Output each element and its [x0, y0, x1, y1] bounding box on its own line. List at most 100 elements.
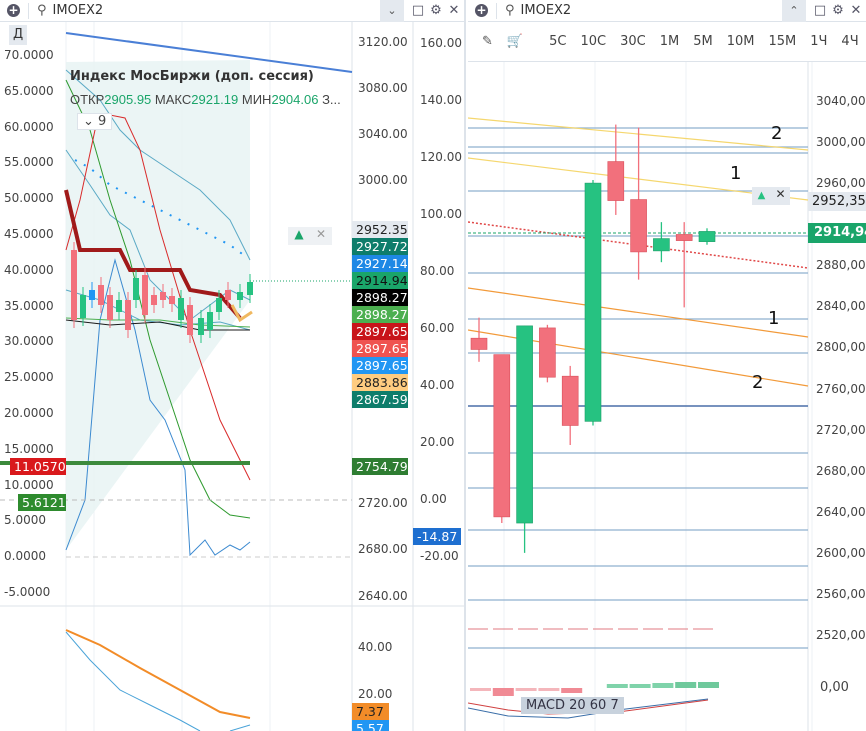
candle-body: [89, 290, 95, 300]
macd-histogram-bar: [470, 688, 491, 691]
macd-histogram-bar: [538, 688, 560, 691]
timeframe-list: 5С10С30С1М5М10М15М1Ч4ЧД: [537, 34, 866, 49]
price-axis-label: 2840,00: [816, 299, 866, 314]
price-axis-label: 2760,00: [816, 381, 866, 396]
right-header: + ⚲ IMOEX2 ⌃ □ ⚙ ✕: [468, 0, 866, 22]
osc-axis-label: 45.0000: [4, 227, 54, 241]
price-badge: 2898.27: [352, 289, 408, 306]
square-icon[interactable]: □: [411, 3, 425, 18]
close-icon[interactable]: ✕: [775, 187, 786, 201]
open-label: ОТКР: [70, 92, 105, 107]
candle-body: [178, 298, 184, 320]
lower-axis-label: 40.00: [358, 640, 393, 654]
chevron-down-icon[interactable]: ⌄: [380, 0, 404, 22]
macd-histogram-bar: [515, 688, 537, 691]
price-badge: 2897.65: [352, 323, 408, 340]
candle-body: [698, 231, 716, 242]
close-icon[interactable]: ✕: [850, 3, 862, 18]
high-value: 2921.19: [191, 92, 239, 107]
osc-axis-label: 10.0000: [4, 477, 54, 492]
legend-collapse-button[interactable]: ⌄ 9: [77, 113, 113, 130]
candle-body: [561, 375, 579, 426]
alert-price-badge: 2952,35: [808, 192, 866, 211]
bell-icon[interactable]: ▲: [757, 190, 766, 201]
secondary-axis-label: 0.00: [420, 492, 447, 506]
timeframe-5С[interactable]: 5С: [549, 34, 567, 49]
candle-body: [107, 295, 113, 320]
divider: [496, 2, 497, 19]
price-axis-label: 3120.00: [358, 35, 408, 49]
osc-axis-label: 55.0000: [4, 155, 54, 170]
plus-circle-icon[interactable]: +: [7, 3, 20, 17]
right-chart-canvas[interactable]: [468, 0, 866, 731]
macd-histogram-bar: [652, 683, 674, 688]
timeframe-10С[interactable]: 10С: [580, 34, 607, 49]
candle-body: [216, 298, 222, 312]
open-value: 2905.95: [104, 92, 152, 107]
plus-circle-icon[interactable]: +: [475, 3, 488, 17]
period-button[interactable]: Д: [9, 25, 28, 45]
lower-axis-label: 20.00: [358, 687, 393, 701]
price-badge: 2897.65: [352, 340, 408, 357]
search-icon[interactable]: ⚲: [505, 3, 515, 18]
candle-body: [493, 354, 511, 518]
price-badge: 2754.79: [352, 458, 408, 475]
secondary-axis-label: 60.00: [420, 321, 455, 335]
osc-axis-label: 50.0000: [4, 191, 54, 206]
price-axis-label: 2640,00: [816, 504, 866, 519]
search-icon[interactable]: ⚲: [37, 3, 47, 18]
osc-axis-label: 60.0000: [4, 119, 54, 134]
timeframe-30С[interactable]: 30С: [620, 34, 646, 49]
timeframe-1Ч[interactable]: 1Ч: [810, 34, 828, 49]
price-axis-label: 2800,00: [816, 340, 866, 355]
candle-body: [539, 327, 556, 378]
timeframe-10М[interactable]: 10М: [726, 34, 755, 49]
macd-axis-label: 0,00: [820, 680, 849, 695]
macd-histogram-bar: [606, 684, 628, 688]
high-label: МАКС: [154, 92, 192, 107]
square-icon[interactable]: □: [813, 3, 827, 18]
osc-axis-label: 65.0000: [4, 83, 54, 98]
macd-histogram-bar: [629, 684, 651, 688]
timeframe-5М[interactable]: 5М: [693, 34, 713, 49]
osc-axis-label: 25.0000: [4, 370, 54, 385]
bell-icon[interactable]: ▲: [294, 227, 304, 241]
macd-label[interactable]: MACD 20 60 7: [521, 697, 624, 714]
timeframe-15М[interactable]: 15М: [768, 34, 797, 49]
price-badge: 2914.94: [352, 272, 408, 289]
timeframe-4Ч[interactable]: 4Ч: [841, 34, 859, 49]
price-axis-label: 2680,00: [816, 463, 866, 478]
chevron-down-icon: ⌄: [83, 114, 99, 129]
candle-body: [470, 337, 488, 350]
candle-body: [151, 295, 157, 305]
timeframe-1М[interactable]: 1М: [659, 34, 680, 49]
close-icon[interactable]: ✕: [448, 3, 460, 18]
line-label: 2: [771, 123, 783, 144]
price-badge: 2897.65: [352, 357, 408, 374]
pencil-icon[interactable]: ✎: [482, 34, 493, 49]
gear-icon[interactable]: ⚙: [832, 3, 844, 18]
price-axis-label: 2880,00: [816, 258, 866, 273]
timeframe-toolbar: ✎ 🛒 5С10С30С1М5М10М15М1Ч4ЧД: [468, 22, 866, 62]
price-axis-label: 3040,00: [816, 94, 866, 108]
legend-more: З...: [322, 92, 341, 107]
cart-icon[interactable]: 🛒: [506, 34, 524, 49]
candle-body: [247, 282, 253, 295]
price-badge: 2898.27: [352, 306, 408, 323]
ticker-input[interactable]: IMOEX2: [52, 3, 104, 18]
candle-body: [516, 325, 533, 524]
candle-body: [207, 312, 213, 330]
ticker-input[interactable]: IMOEX2: [520, 3, 572, 18]
low-value: 2904.06: [271, 92, 319, 107]
gear-icon[interactable]: ⚙: [430, 3, 442, 18]
close-icon[interactable]: ✕: [315, 227, 327, 241]
price-axis-label: 3080.00: [358, 81, 408, 95]
secondary-axis-label: 120.00: [420, 150, 462, 164]
price-axis-label: 2720,00: [816, 422, 866, 437]
price-axis-label: 2960,00: [816, 176, 866, 191]
secondary-axis-label: 140.00: [420, 93, 462, 107]
osc-axis-label: 30.0000: [4, 334, 54, 349]
osc-axis-label: 0.0000: [4, 549, 46, 564]
macd-histogram-bar: [492, 688, 514, 696]
chevron-up-icon[interactable]: ⌃: [782, 0, 806, 22]
